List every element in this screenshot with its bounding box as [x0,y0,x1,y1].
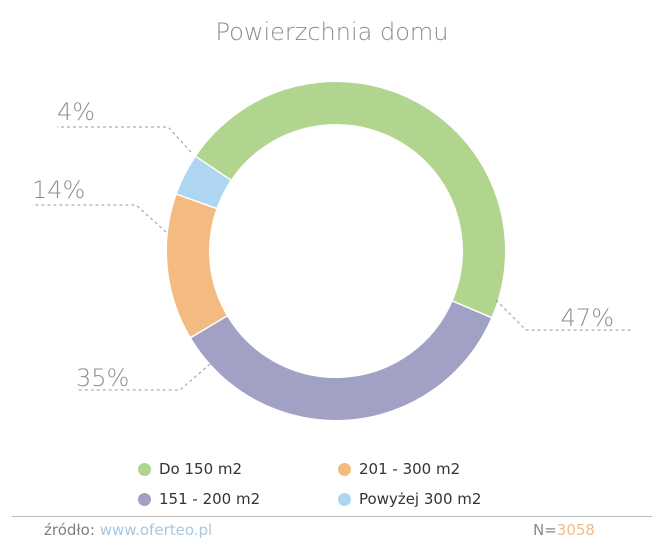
chart-legend: Do 150 m2 201 - 300 m2 151 - 200 m2 Powy… [138,456,578,516]
leader-line [76,363,211,391]
slice-separator [189,314,229,339]
sample-size-label: N= [533,521,557,539]
sample-size: N=3058 [533,521,595,539]
donut-slice [195,82,505,318]
legend-swatch [338,462,351,476]
slice-separator [451,299,493,319]
legend-swatch [138,462,151,476]
donut-slice [190,300,492,420]
slice-value-label: 14% [32,176,85,204]
legend-item-do-150: Do 150 m2 [138,460,242,478]
legend-label: Do 150 m2 [159,460,243,478]
legend-label: Powyżej 300 m2 [359,490,482,508]
legend-label: 151 - 200 m2 [159,490,261,508]
source-link[interactable]: www.oferteo.pl [99,521,213,539]
legend-item-151-200: 151 - 200 m2 [138,490,260,508]
source-text: źródło: www.oferteo.pl [44,521,212,539]
leader-line [57,126,192,153]
chart-title: Powierzchnia domu [215,18,449,46]
legend-label: 201 - 300 m2 [359,460,461,478]
legend-swatch [138,492,151,506]
slice-value-label: 4% [57,98,95,126]
donut-slice [176,156,232,209]
leader-line [32,204,167,233]
legend-item-201-300: 201 - 300 m2 [338,460,460,478]
footer-divider [12,516,652,517]
legend-swatch [338,492,351,506]
slice-separator [194,155,232,182]
sample-size-value: 3058 [556,521,595,539]
slice-separator [175,193,218,210]
slice-value-label: 47% [561,304,614,332]
source-label: źródło: [44,521,95,539]
legend-item-powyzej-300: Powyżej 300 m2 [338,490,481,508]
slice-value-label: 35% [76,364,129,392]
donut-chart: 47% 35% 14% 4% [32,82,632,420]
donut-slice [167,194,228,338]
leader-line [495,299,632,331]
